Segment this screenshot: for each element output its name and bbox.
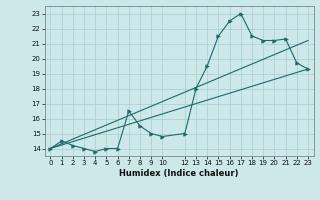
X-axis label: Humidex (Indice chaleur): Humidex (Indice chaleur)	[119, 169, 239, 178]
